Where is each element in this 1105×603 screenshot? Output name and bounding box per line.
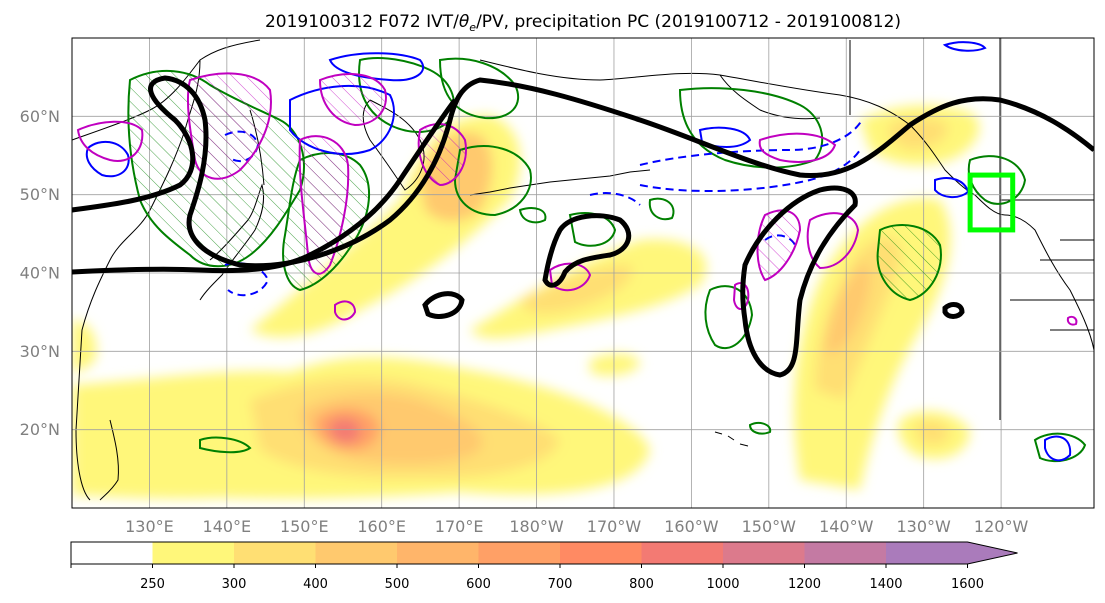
lat-tick-label-40: 40°N — [20, 264, 60, 283]
colorbar-label-400: 400 — [303, 577, 328, 592]
coast-hawaii — [714, 431, 749, 447]
colorbar-segment — [152, 542, 235, 564]
theta-e-main-south — [72, 98, 458, 275]
lon-tick-label-170w: 170°W — [587, 517, 642, 536]
magenta-east-b — [806, 212, 860, 270]
colorbar-segment — [478, 542, 561, 564]
lon-tick-label-130e: 130°E — [125, 517, 174, 536]
colorbar-labels: 250 300 400 500 600 700 800 1000 1200 14… — [140, 577, 984, 592]
lon-tick-label-140w: 140°W — [819, 517, 874, 536]
pv-blue-dashed-aleut — [639, 119, 863, 193]
ivt-shading-patch-a — [590, 353, 640, 376]
pv-green-small-3 — [748, 422, 772, 435]
map-border — [71, 37, 1095, 509]
magenta-asia-large — [186, 72, 272, 180]
pv-contours-magenta — [76, 72, 1078, 326]
pv-blue-se — [1044, 435, 1072, 462]
colorbar-label-1000: 1000 — [706, 577, 739, 592]
magenta-west — [76, 120, 144, 162]
colorbar-segment — [723, 542, 805, 564]
colorbar-segment — [641, 542, 724, 564]
colorbar-segment — [71, 542, 153, 564]
pv-green-west-small — [199, 436, 252, 454]
magenta-small-c — [1066, 315, 1078, 326]
magenta-small-a — [334, 300, 357, 321]
coast-alaska — [479, 59, 1094, 351]
map-panel — [72, 38, 1094, 508]
theta-e-contours — [72, 75, 1094, 378]
colorbar-label-250: 250 — [140, 577, 165, 592]
pv-green-east-a — [876, 224, 942, 302]
pv-green-east-small — [1033, 432, 1087, 463]
theta-e-loop-east — [740, 185, 858, 378]
colorbar-label-1200: 1200 — [788, 577, 821, 592]
theta-e-small-1 — [422, 291, 465, 319]
ivt-shading-west-pacific-800 — [329, 418, 361, 443]
lat-tick-label-50: 50°N — [20, 185, 60, 204]
coast-aleutians — [469, 169, 651, 196]
colorbar-segment — [234, 542, 316, 564]
colorbar-label-600: 600 — [466, 577, 491, 592]
lon-tick-label-160e: 160°E — [357, 517, 406, 536]
pv-green-mid-a — [568, 212, 617, 247]
lon-tick-label-160w: 160°W — [664, 517, 719, 536]
lon-tick-label-150w: 150°W — [742, 517, 797, 536]
pv-green-east-b — [704, 285, 754, 350]
magenta-aleut — [758, 132, 837, 163]
colorbar-label-300: 300 — [222, 577, 247, 592]
colorbar — [70, 541, 1018, 568]
colorbar-label-1600: 1600 — [951, 577, 984, 592]
pv-blue-asia — [85, 140, 130, 178]
coast-philippines — [99, 419, 119, 501]
lat-tick-label-20: 20°N — [20, 420, 60, 439]
colorbar-outline — [70, 541, 1018, 565]
lon-tick-label-150e: 150°E — [280, 517, 329, 536]
lon-tick-label-140e: 140°E — [203, 517, 252, 536]
colorbar-segment — [315, 542, 398, 564]
chart-title: 2019100312 F072 IVT/θe/PV, precipitation… — [265, 12, 901, 34]
colorbar-label-700: 700 — [548, 577, 573, 592]
colorbar-label-1400: 1400 — [869, 577, 902, 592]
colorbar-segment — [886, 542, 968, 564]
lon-tick-label-170e: 170°E — [435, 517, 484, 536]
colorbar-segment — [397, 542, 479, 564]
pv-blue-small-b — [942, 41, 987, 52]
lon-tick-labels: 130°E 140°E 150°E 160°E 170°E 180°W 170°… — [125, 517, 1028, 536]
target-box — [967, 172, 1016, 233]
colorbar-extend-max — [967, 542, 1018, 564]
ivt-shading-patch-b — [72, 320, 97, 372]
pv-green-small-1 — [518, 207, 547, 224]
lat-tick-label-60: 60°N — [20, 107, 60, 126]
colorbar-segment — [804, 542, 887, 564]
theta-e-loop-central — [542, 213, 632, 288]
magenta-okhotsk — [318, 73, 387, 127]
pv-green-small-2 — [648, 197, 675, 220]
lat-tick-label-30: 30°N — [20, 342, 60, 361]
magenta-central — [548, 262, 592, 292]
colorbar-label-800: 800 — [629, 577, 654, 592]
theta-e-main-north — [72, 75, 1094, 269]
lat-tick-labels: 60°N 50°N 40°N 30°N 20°N — [20, 107, 60, 439]
theta-e-small-2 — [942, 302, 965, 319]
lon-tick-label-180w: 180°W — [509, 517, 564, 536]
colorbar-label-500: 500 — [385, 577, 410, 592]
colorbar-segment — [560, 542, 642, 564]
lon-tick-label-120w: 120°W — [974, 517, 1029, 536]
pv-green-central — [453, 145, 532, 217]
lon-tick-label-130w: 130°W — [896, 517, 951, 536]
ivt-shading-east-band-500 — [825, 262, 871, 354]
